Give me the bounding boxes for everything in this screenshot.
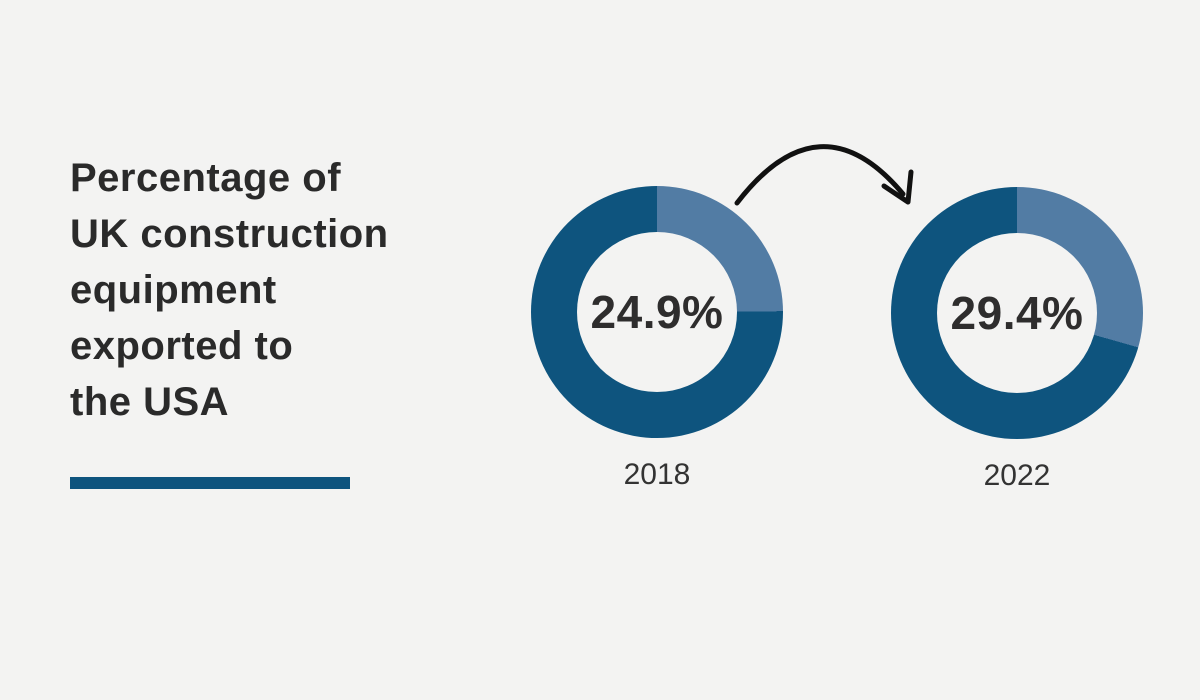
donut-value-label-2022: 29.4%: [950, 287, 1084, 339]
title-line-3: equipment: [70, 268, 277, 312]
donut-chart-2018: 24.9% 2018: [531, 186, 783, 492]
trend-arrow-head: [881, 169, 914, 205]
donut-hole-2018: 24.9%: [577, 232, 737, 392]
page-title: Percentage of UK construction equipment …: [70, 150, 389, 430]
donut-hole-2022: 29.4%: [937, 233, 1097, 393]
donut-value-label-2018: 24.9%: [590, 286, 724, 338]
donut-ring-2022: 29.4%: [891, 187, 1143, 439]
donut-year-label-2018: 2018: [623, 458, 691, 491]
trend-arrow-shaft: [734, 144, 906, 206]
title-line-2: UK construction: [70, 212, 389, 256]
donut-chart-2022: 29.4% 2022: [891, 187, 1143, 493]
donut-year-label-2022: 2022: [983, 459, 1051, 492]
donut-ring-2018: 24.9%: [531, 186, 783, 438]
title-underline-bar: [70, 477, 350, 489]
title-line-4: exported to: [70, 324, 294, 368]
trend-arrow-icon: [734, 144, 914, 206]
title-line-5: the USA: [70, 380, 230, 424]
title-line-1: Percentage of: [70, 156, 342, 200]
